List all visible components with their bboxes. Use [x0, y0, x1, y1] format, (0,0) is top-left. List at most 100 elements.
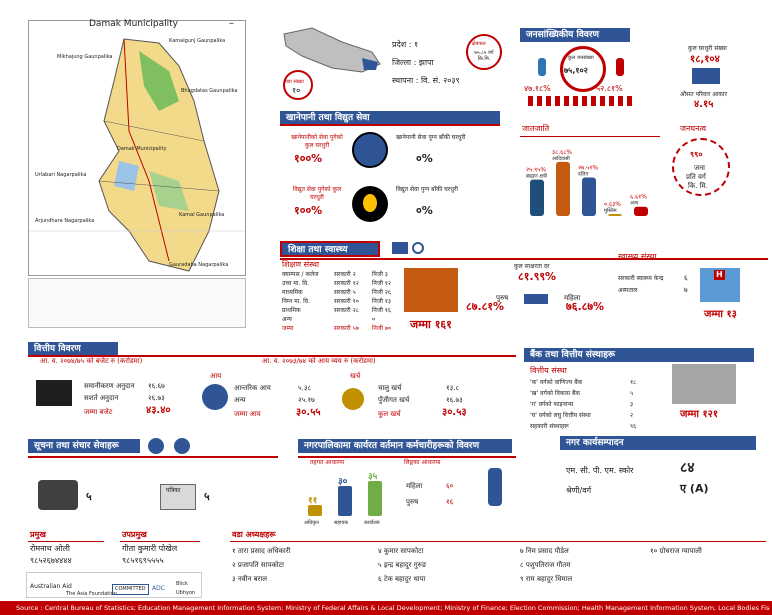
budget-title: आ. व. २०७४/७५ को बजेट रु (करोडमा) [40, 357, 143, 365]
edu-row-private: निजी १६ [372, 307, 392, 314]
bank-subtitle: वित्तीय संस्था [530, 366, 567, 375]
ward-count-label: वडा संख्या [285, 79, 304, 85]
literacy-female-label: महिला [564, 294, 581, 302]
edu-row-type: उच्च मा. वि. [282, 280, 310, 287]
budget-row1-value: १६.६७ [148, 382, 165, 390]
bank-row-type: 'ग' वर्गको फाइनान्स [530, 401, 574, 408]
health-row2-label: अस्पताल [618, 287, 638, 294]
ward-chair-item: ४ कुमार सापकोटा [378, 547, 424, 555]
income-row2-label: अन्य [234, 396, 246, 404]
caste-bar-label: आदिवासी [552, 155, 571, 162]
bank-header: बैंक तथा वित्तीय संस्थाहरू [524, 348, 754, 362]
expense-row1-value: १३.८ [446, 384, 460, 392]
area-value: ७५.८५ वर्ग कि.मि. [474, 50, 494, 62]
density-unit-2: प्रति वर्ग [686, 173, 706, 181]
grade-label: श्रेणी/वर्ग [566, 486, 592, 495]
caste-title-line [520, 136, 660, 137]
hospital-letter: H [714, 270, 725, 280]
caste-chart: २५.९५%ब्राह्मण क्षत्री ३८.६८%आदिवासी २७.५१… [526, 149, 648, 216]
density-title: जनघनत्व [680, 124, 707, 133]
ward-chair-item: ५ इन्द्र बहादुर गुरुङ [378, 561, 427, 569]
bank-row-count: १८ [630, 379, 637, 386]
expense-row2-label: पुँजीगत खर्च [378, 396, 410, 404]
logo-asia-foundation: The Asia Foundation [66, 591, 117, 597]
caste-title: जातजाति [522, 124, 550, 133]
money-bag-icon [202, 384, 228, 410]
map-label-kamalgunj: Kamalgunj Gaunpalika [169, 38, 226, 44]
caste-bar [556, 161, 570, 216]
newspaper-count: ५ [204, 490, 210, 503]
district-text: जिल्ला : झापा [392, 58, 434, 67]
water-electricity-rule [280, 124, 500, 126]
lightbulb-glow [363, 194, 377, 212]
bank-row-type: 'ख' वर्गको विकास बैंक [530, 390, 580, 397]
edu-row-type: माध्यमिक [282, 289, 303, 296]
health-total: जम्मा १३ [704, 309, 737, 320]
expense-total-label: कुल खर्च [378, 410, 401, 418]
water-served-value: १००% [294, 152, 323, 165]
map-minimize-dash[interactable]: – [229, 18, 234, 29]
bank-total: जम्मा १२१ [680, 409, 719, 420]
bank-row-type: सहकारी संस्थाहरू [530, 423, 569, 430]
map-label-mikhajung: Mikhajung Gaunpalika [57, 54, 113, 60]
edu-row-type: प्राथमिक [282, 307, 301, 314]
edu-institutions-title: शिक्षण संस्था [282, 260, 320, 269]
edu-row-govt: सरकारी २८ [334, 307, 359, 314]
ward-count-value: १० [292, 86, 301, 95]
established-text: स्थापना : वि. सं. २०३९ [392, 76, 460, 85]
male-percent: ४७.१८% [524, 84, 551, 93]
edu-row-type: अन्य [282, 316, 292, 323]
caste-bar-label: मुस्लिम [604, 207, 618, 214]
water-pending-label: खानेपानी सेवा पुग्न बाँकी घरधुरी [396, 134, 466, 141]
male-person-icon [538, 58, 546, 76]
nepal-outline-map [283, 27, 381, 73]
bank-row-type: 'क' वर्गको वाणिज्य बैंक [530, 379, 583, 386]
mayor-phone: ९८५२६७४४४४ [30, 556, 72, 565]
mayor-name: रोमनाथ ओली [30, 544, 70, 553]
radio-count: ५ [86, 490, 92, 503]
wifi-icon [148, 438, 164, 454]
book-icon [392, 242, 408, 254]
expense-row2-value: १६.७३ [446, 396, 463, 404]
ward-chair-item: ७ निम प्रसाद पौडेल [520, 547, 569, 555]
income-total-value: ३०.५५ [296, 407, 321, 418]
municipality-map [29, 38, 245, 272]
caste-bar-label: अन्य [630, 201, 638, 207]
staff-women-value: ६० [446, 482, 454, 490]
staff-women-label: महिला [406, 482, 423, 490]
bank-row-type: 'घ' वर्गको लघु वित्तीय संस्था [530, 412, 591, 419]
edu-row-type: जम्मा [282, 325, 294, 332]
income-total-label: जम्मा आय [234, 410, 261, 418]
edu-row-private: निजी ३ [372, 271, 388, 278]
staff-person-icon [488, 468, 502, 506]
staff-bar [308, 505, 322, 516]
map-label-bhagdatas: Bhagdatas Gaunpalika [181, 88, 238, 94]
population-circle [560, 46, 606, 92]
performance-header: नगर कार्यसम्पादन [560, 436, 756, 450]
female-person-icon [616, 58, 624, 76]
edu-row-govt: सरकारी ५७ [334, 325, 359, 332]
newspaper-icon [160, 484, 196, 510]
radio-icon [38, 480, 78, 510]
map-panel: Damak Municipality – Mikhajung Gaunpalik… [28, 18, 246, 276]
finance-header: वित्तीय विवरण [28, 342, 118, 356]
logo-adc: ADC [152, 585, 165, 592]
income-row2-value: २५.१७ [298, 396, 315, 404]
caste-bar-label: ब्राह्मण क्षत्री [526, 173, 548, 180]
expense-total-value: ३०.५३ [442, 407, 467, 418]
staff-bar-value: ३५ [368, 472, 378, 482]
literacy-male-label: पुरुष [496, 294, 509, 302]
density-circle [672, 138, 730, 196]
staff-men-label: पुरुष [406, 498, 419, 506]
edu-total: जम्मा १६१ [410, 318, 452, 331]
income-expense-title: आ. व. २०७३/७४ को आय व्यय रु (करोडमा) [262, 357, 376, 365]
staff-bar [368, 481, 382, 516]
edu-row-type: निम्न मा. वि. [282, 298, 310, 305]
edu-row-private: निजी १२ [372, 280, 392, 287]
caste-bar [608, 214, 622, 216]
area-badge [466, 34, 502, 70]
ward-chair-item: ६ टेक बहादुर थापा [378, 575, 426, 583]
education-rule [280, 258, 768, 260]
caste-bar-value: २७.५१% [578, 164, 598, 171]
budget-row2-label: सशर्त अनुदान [84, 394, 119, 402]
